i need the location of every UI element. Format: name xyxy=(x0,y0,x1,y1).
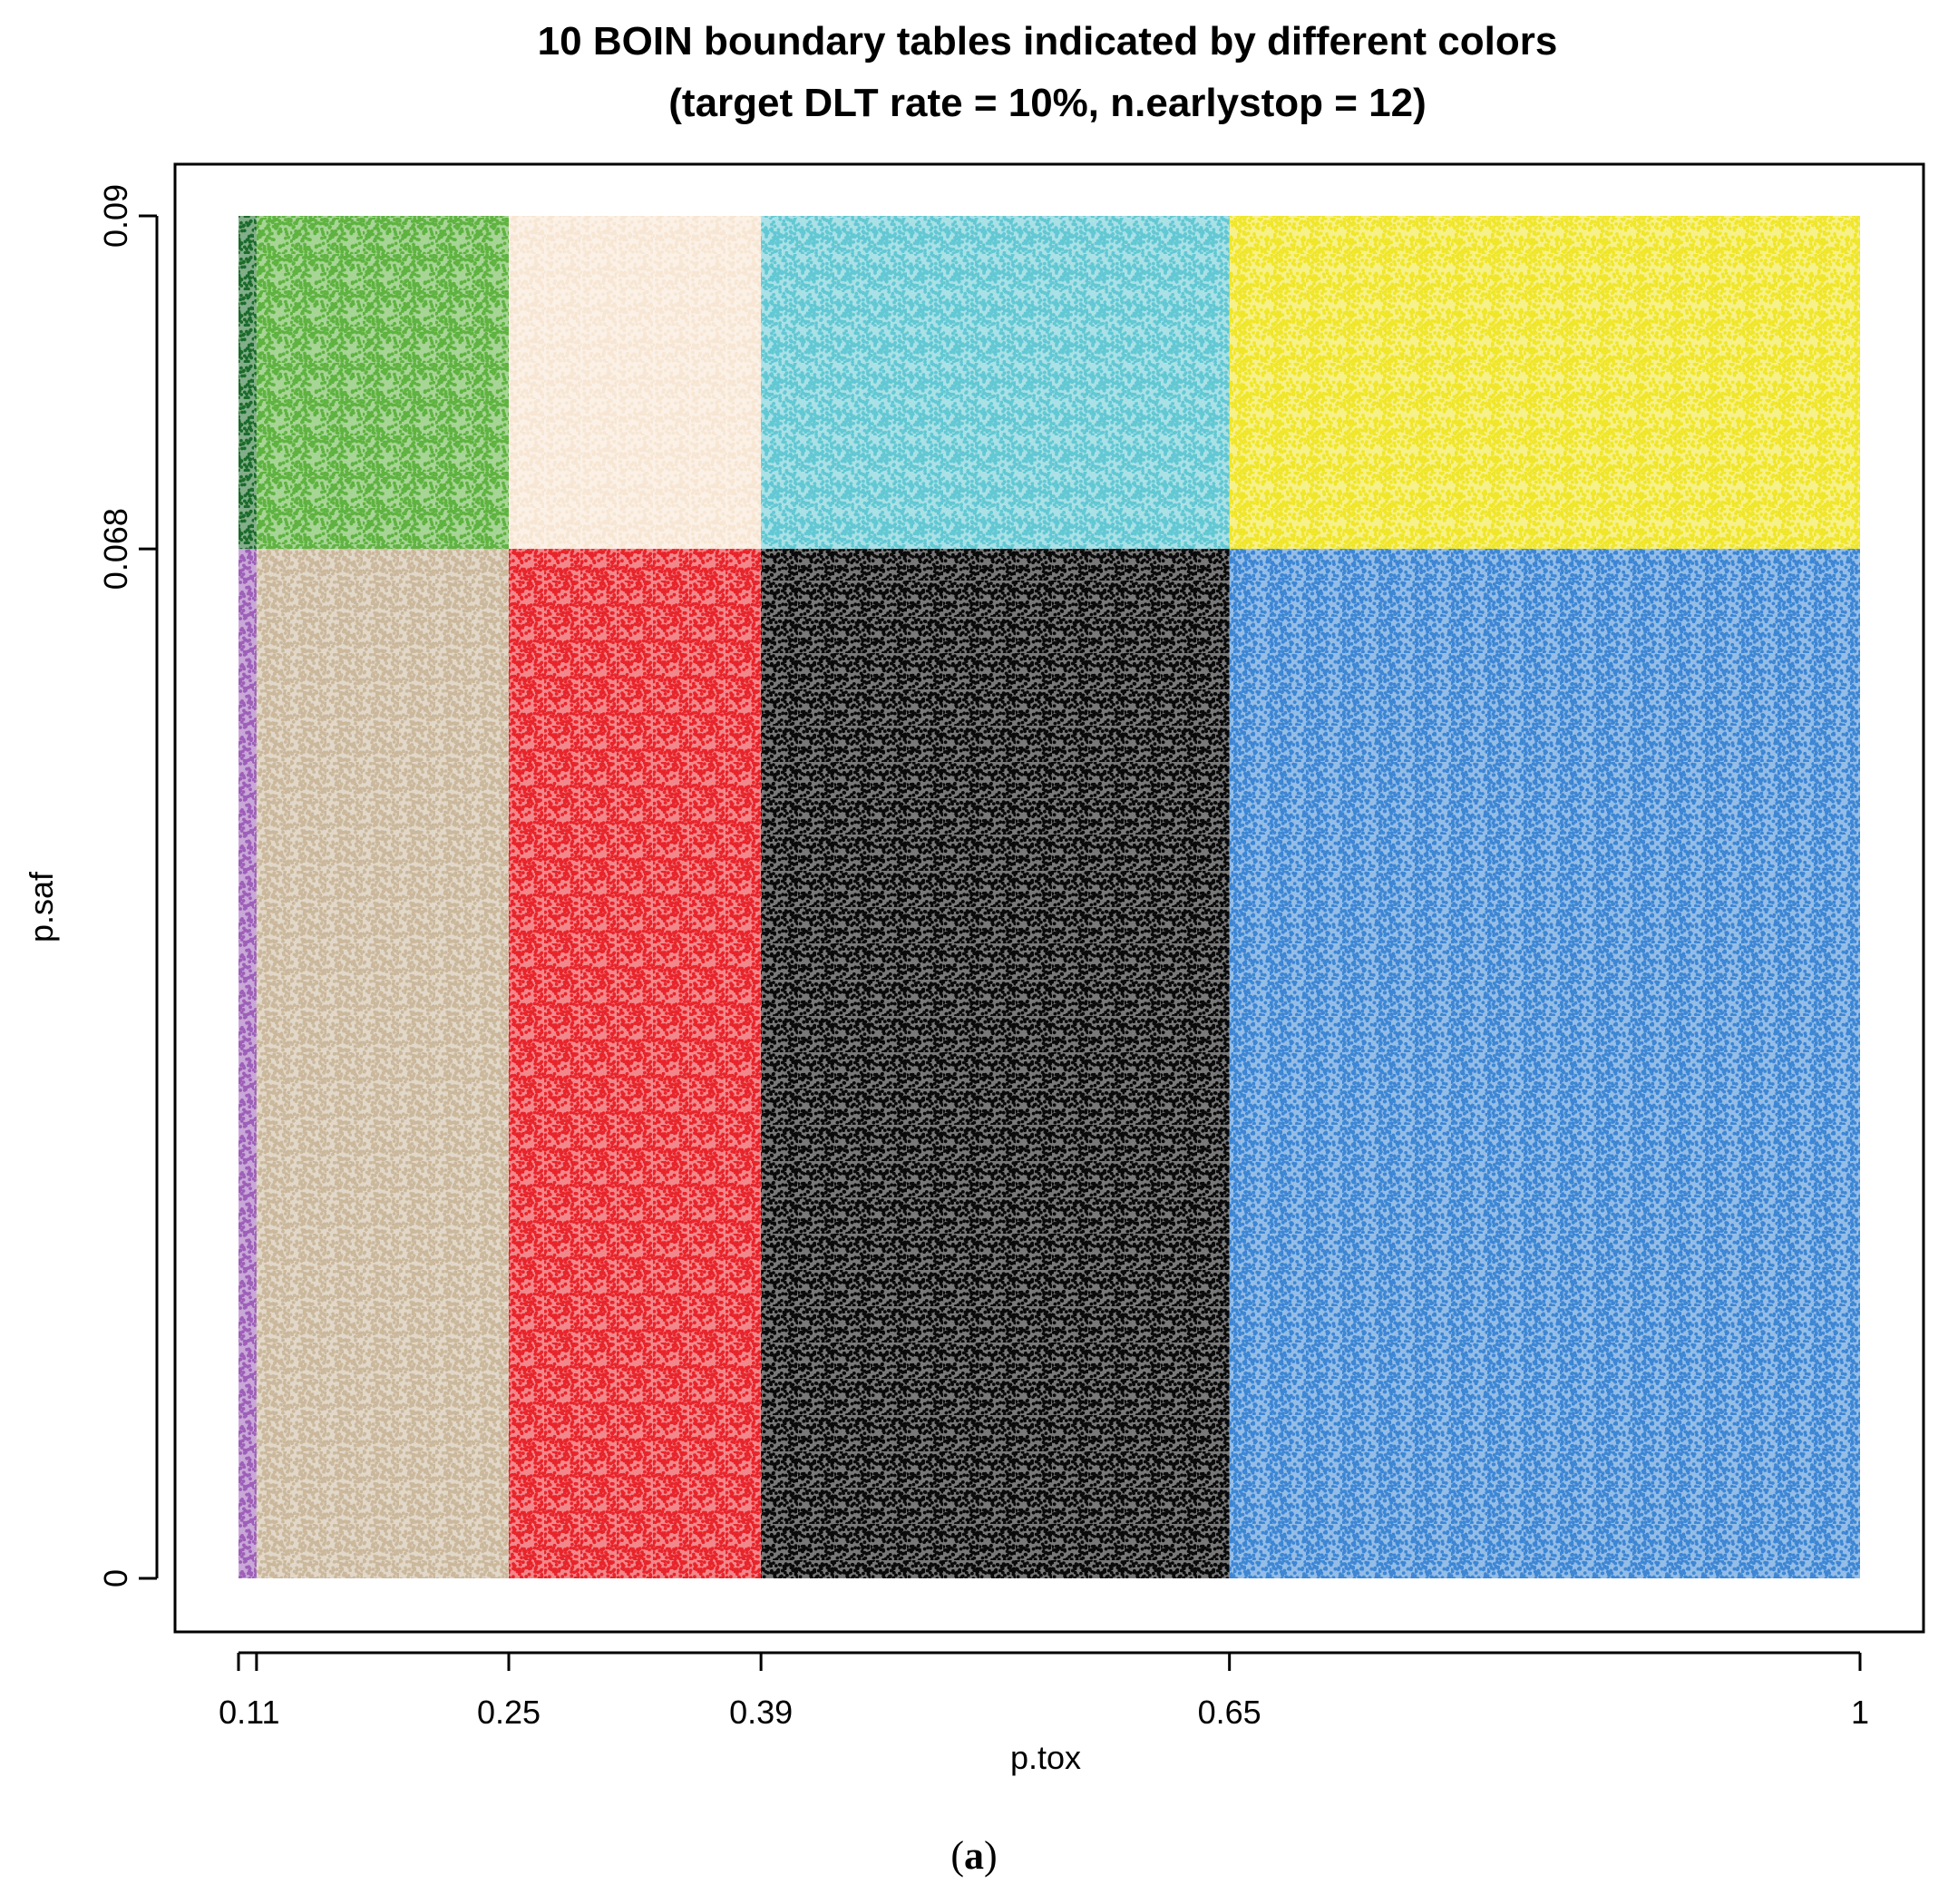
region-4-points xyxy=(1229,216,1860,550)
region-7-points xyxy=(509,549,762,1579)
x-tick-label: 0.65 xyxy=(1198,1694,1261,1731)
region-1-points xyxy=(256,216,509,550)
figure-caption: (a) xyxy=(950,1833,997,1878)
y-axis: 0 0.068 0.09 xyxy=(97,184,159,1587)
y-tick-label: 0.068 xyxy=(97,508,134,590)
chart-subtitle: (target DLT rate = 10%, n.earlystop = 12… xyxy=(668,81,1426,125)
caption-letter: a xyxy=(964,1833,984,1878)
region-5-points xyxy=(239,549,257,1579)
x-tick-label: 0.11 xyxy=(219,1694,279,1731)
x-axis: 0.11 0.25 0.39 0.65 1 xyxy=(219,1651,1869,1731)
y-axis-label: p.saf xyxy=(23,871,60,942)
x-axis-label: p.tox xyxy=(1010,1739,1081,1776)
region-8-points xyxy=(761,549,1230,1579)
regions-layer xyxy=(239,216,1860,1579)
x-tick-label: 0.39 xyxy=(729,1694,793,1731)
x-tick-label: 0.25 xyxy=(477,1694,541,1731)
region-9-points xyxy=(1229,549,1860,1579)
region-0-points xyxy=(239,216,257,550)
y-tick-label: 0 xyxy=(97,1569,134,1587)
plot-frame xyxy=(173,162,1925,1634)
x-tick-label: 1 xyxy=(1851,1694,1869,1731)
y-tick-label: 0.09 xyxy=(97,184,134,248)
chart-title: 10 BOIN boundary tables indicated by dif… xyxy=(538,19,1558,63)
region-6-points xyxy=(256,549,509,1579)
caption-open-paren: ( xyxy=(950,1833,964,1878)
caption-close-paren: ) xyxy=(984,1833,998,1878)
region-2-points xyxy=(509,216,762,550)
region-3-points xyxy=(761,216,1230,550)
